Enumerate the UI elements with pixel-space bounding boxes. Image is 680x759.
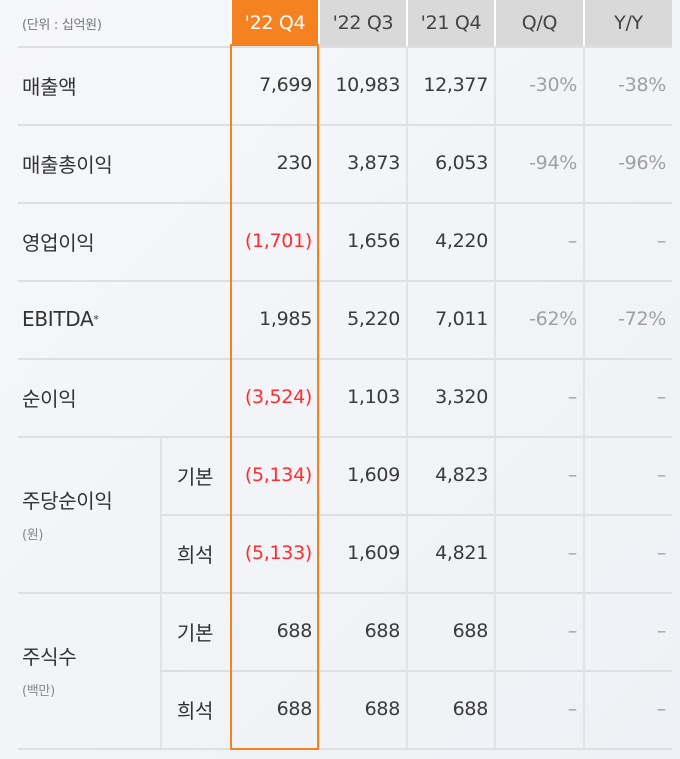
row-label: 순이익: [18, 358, 230, 436]
value-cell: –: [656, 698, 667, 720]
group-unit: (원): [22, 528, 44, 543]
value-cell: -96%: [618, 152, 666, 174]
value-cell: (3,524): [244, 386, 312, 408]
row-divider: [18, 436, 672, 438]
value-cell: 688: [364, 698, 401, 720]
value-cell: 688: [276, 620, 313, 642]
column-divider: [318, 46, 320, 748]
footnote-mark: *: [93, 312, 99, 326]
current-quarter-highlight: [230, 44, 319, 750]
value-cell: 1,609: [347, 464, 400, 486]
row-divider: [18, 202, 672, 204]
row-label-text: 매출액: [22, 74, 77, 99]
value-cell: 7,699: [259, 74, 312, 96]
value-cell: –: [656, 542, 667, 564]
row-divider: [18, 748, 672, 750]
row-divider: [18, 124, 672, 126]
sub-row-label: 기본: [176, 620, 214, 645]
value-cell: 1,609: [347, 542, 400, 564]
row-label: EBITDA *: [18, 280, 230, 358]
value-cell: 6,053: [435, 152, 488, 174]
value-cell: (1,701): [244, 230, 312, 252]
value-cell: –: [567, 542, 578, 564]
row-divider: [18, 592, 672, 594]
value-cell: 688: [452, 620, 489, 642]
value-cell: 230: [276, 152, 313, 174]
group-label-text: 주식수: [22, 645, 77, 669]
value-cell: –: [567, 698, 578, 720]
value-cell: -38%: [618, 74, 666, 96]
value-cell: -62%: [529, 308, 577, 330]
column-divider: [494, 46, 496, 748]
row-label-text: EBITDA: [22, 307, 94, 331]
value-cell: 4,220: [435, 230, 488, 252]
row-label: 매출총이익: [18, 124, 230, 202]
value-cell: –: [567, 386, 578, 408]
financial-summary-table: (단위 : 십억원) '22 Q4'22 Q3'21 Q4 Q/Q Y/Y 매출액 7,6…: [18, 0, 672, 750]
column-divider: [406, 46, 408, 748]
value-cell: 5,220: [347, 308, 400, 330]
value-cell: -94%: [529, 152, 577, 174]
value-cell: 688: [452, 698, 489, 720]
row-label-text: 영업이익: [22, 230, 95, 255]
row-label-text: 순이익: [22, 386, 77, 411]
row-divider: [160, 514, 672, 516]
row-divider: [18, 358, 672, 360]
column-header: Q/Q: [494, 0, 583, 46]
value-cell: 688: [364, 620, 401, 642]
sub-row-label: 희석: [176, 542, 214, 567]
group-unit: (백만): [22, 684, 55, 699]
value-cell: 1,103: [347, 386, 400, 408]
group-label: 주식수 (백만): [18, 592, 160, 748]
value-cell: –: [567, 230, 578, 252]
value-cell: 4,821: [435, 542, 488, 564]
sub-row-label: 희석: [176, 698, 214, 723]
value-cell: 7,011: [435, 308, 488, 330]
value-cell: 10,983: [335, 74, 400, 96]
group-label: 주당순이익 (원): [18, 436, 160, 592]
value-cell: –: [656, 386, 667, 408]
row-divider: [18, 46, 672, 48]
value-cell: (5,133): [244, 542, 312, 564]
column-divider: [583, 46, 585, 748]
value-cell: 3,320: [435, 386, 488, 408]
value-cell: (5,134): [244, 464, 312, 486]
value-cell: -30%: [529, 74, 577, 96]
value-cell: –: [567, 620, 578, 642]
column-header: '22 Q3: [318, 0, 406, 46]
column-header: '21 Q4: [406, 0, 494, 46]
value-cell: 688: [276, 698, 313, 720]
value-cell: 4,823: [435, 464, 488, 486]
value-cell: 12,377: [423, 74, 488, 96]
value-cell: –: [567, 464, 578, 486]
row-label: 영업이익: [18, 202, 230, 280]
value-cell: 1,656: [347, 230, 400, 252]
value-cell: –: [656, 620, 667, 642]
value-cell: –: [656, 464, 667, 486]
row-label-text: 매출총이익: [22, 152, 113, 177]
column-header: '22 Q4: [230, 0, 318, 46]
row-divider: [160, 670, 672, 672]
value-cell: -72%: [618, 308, 666, 330]
column-header: Y/Y: [583, 0, 672, 46]
value-cell: 3,873: [347, 152, 400, 174]
value-cell: –: [656, 230, 667, 252]
sub-row-label: 기본: [176, 464, 214, 489]
row-divider: [18, 280, 672, 282]
group-label-text: 주당순이익: [22, 489, 113, 513]
unit-label: (단위 : 십억원): [22, 17, 102, 33]
value-cell: 1,985: [259, 308, 312, 330]
row-label: 매출액: [18, 46, 230, 124]
